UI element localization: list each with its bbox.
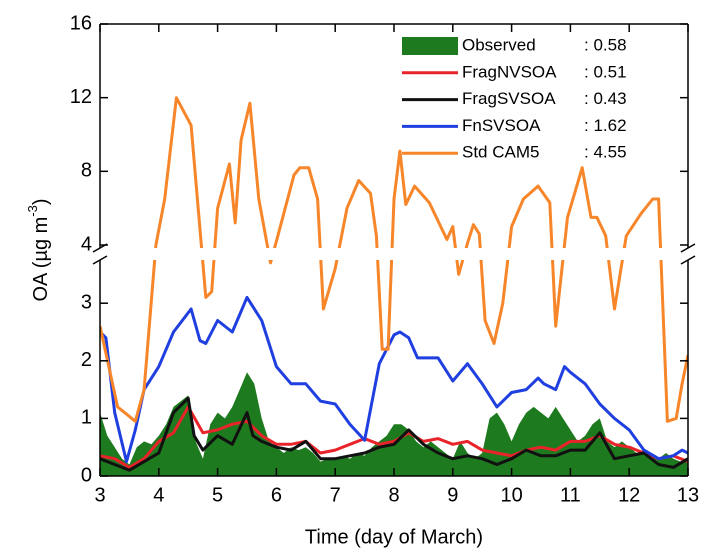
series-line — [100, 295, 688, 464]
x-tick-label: 12 — [618, 484, 640, 506]
y-axis-title-sup: -3 — [25, 205, 40, 217]
x-axis-title: Time (day of March) — [305, 526, 483, 548]
legend-label: FragNVSOA — [462, 62, 557, 81]
y-axis-title-main: OA (µg m — [30, 217, 52, 302]
x-tick-label: 7 — [330, 484, 341, 506]
legend-stat: : 0.51 — [584, 62, 627, 81]
legend-label: Observed — [462, 35, 536, 54]
y-tick-label: 1 — [81, 407, 92, 429]
axis-break-band — [101, 248, 687, 260]
legend-label: FnSVSOA — [462, 116, 541, 135]
legend-stat: : 1.62 — [584, 116, 627, 135]
x-tick-label: 5 — [212, 484, 223, 506]
legend-stat: : 4.55 — [584, 143, 627, 162]
legend-label: Std CAM5 — [462, 143, 539, 162]
x-tick-label: 13 — [677, 484, 699, 506]
x-tick-label: 9 — [447, 484, 458, 506]
y-tick-label: 3 — [81, 291, 92, 313]
y-tick-label: 8 — [81, 160, 92, 182]
y-tick-label: 2 — [81, 349, 92, 371]
legend: Observed : 0.58 FragNVSOA : 0.51 FragSVSOA : … — [402, 35, 627, 162]
plot-area — [100, 96, 688, 476]
x-tick-label: 11 — [560, 484, 581, 506]
observed-area — [100, 372, 688, 476]
y-axis-title-end: ) — [30, 198, 52, 205]
series-line — [100, 96, 688, 423]
x-tick-label: 3 — [94, 484, 105, 506]
legend-stat: : 0.58 — [584, 35, 627, 54]
y-tick-label: 0 — [81, 464, 92, 486]
legend-swatch — [402, 37, 458, 55]
y-tick-label: 16 — [70, 12, 92, 34]
series-line — [100, 396, 688, 472]
x-tick-label: 4 — [153, 484, 164, 506]
series-line — [100, 405, 688, 469]
x-tick-label: 8 — [388, 484, 399, 506]
x-tick-label: 6 — [271, 484, 282, 506]
y-axis-title: OA (µg m-3) — [25, 198, 52, 301]
y-tick-label: 4 — [81, 233, 92, 255]
x-tick-label: 10 — [500, 484, 522, 506]
legend-label: FragSVSOA — [462, 89, 556, 108]
y-tick-label: 12 — [70, 86, 92, 108]
legend-stat: : 0.43 — [584, 89, 627, 108]
